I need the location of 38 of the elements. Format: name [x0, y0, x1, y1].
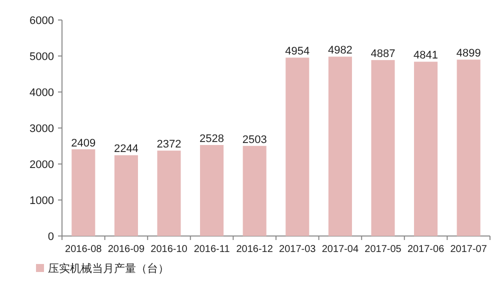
data-label: 2372: [156, 138, 182, 151]
bar: [200, 144, 224, 236]
bar: [328, 56, 352, 236]
data-label: 2244: [114, 143, 138, 156]
y-tick-label: 3000: [30, 123, 54, 135]
bar: [456, 60, 480, 236]
data-label: 4841: [414, 50, 438, 62]
y-tick-label: 6000: [30, 15, 54, 27]
x-tick-label: 2016-10: [150, 244, 188, 255]
data-label: 4887: [370, 48, 396, 60]
y-tick-label: 0: [48, 231, 54, 243]
bar: [414, 62, 438, 236]
x-tick-label: 2016-12: [236, 244, 274, 255]
x-tick-label: 2017-07: [450, 244, 488, 255]
x-tick-label: 2017-06: [407, 244, 445, 255]
bar: [286, 58, 310, 236]
data-label: 4982: [328, 44, 352, 57]
legend-label: 压实机械当月产量（台）: [48, 262, 169, 275]
x-tick-label: 2016-08: [65, 244, 102, 255]
bar: [72, 149, 96, 236]
x-tick-label: 2017-03: [279, 244, 316, 255]
data-label: 2528: [200, 132, 224, 145]
data-label: 4954: [285, 46, 310, 58]
y-tick-label: 4000: [30, 87, 54, 99]
bar: [371, 60, 395, 236]
y-tick-label: 2000: [30, 159, 54, 171]
x-tick-label: 2017-04: [322, 244, 359, 255]
x-tick-label: 2016-11: [194, 244, 230, 255]
y-tick-label: 5000: [30, 51, 54, 63]
y-tick-label: 1000: [30, 195, 54, 207]
x-tick-label: 2017-05: [364, 244, 402, 255]
x-tick-label: 2016-09: [108, 244, 145, 255]
data-label: 2503: [242, 134, 267, 146]
bar: [114, 155, 138, 236]
bar: [242, 146, 266, 236]
data-label: 2409: [71, 137, 96, 150]
bar: [157, 150, 181, 236]
data-label: 4899: [456, 48, 481, 60]
